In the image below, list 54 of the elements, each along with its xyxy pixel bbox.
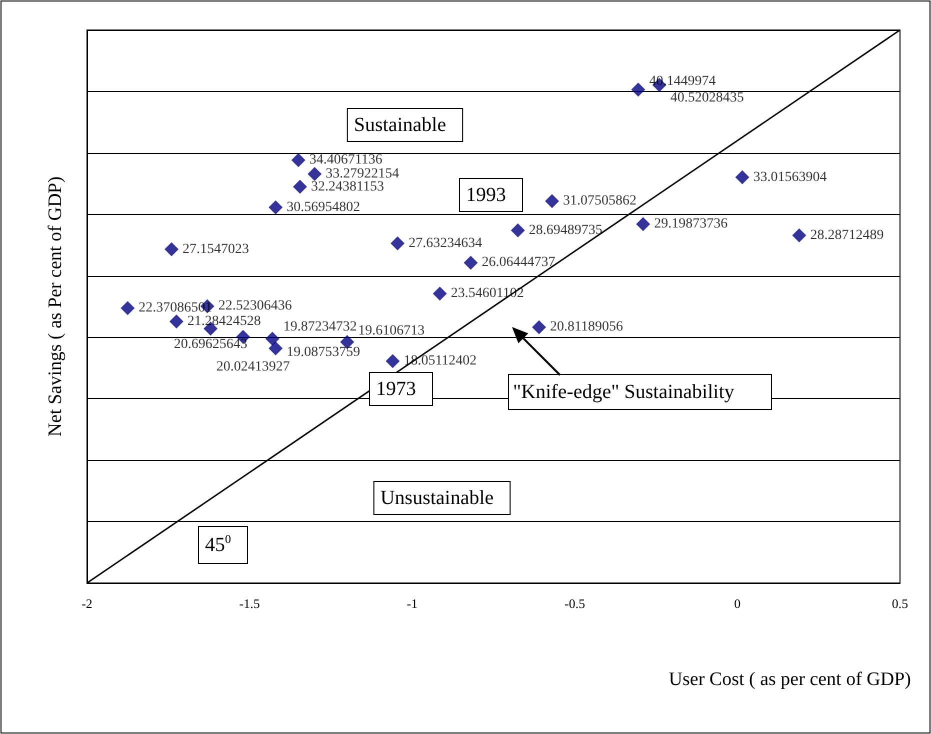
x-tick-label: -1.5 xyxy=(239,596,260,611)
x-axis-title: User Cost ( as per cent of GDP) xyxy=(668,669,912,690)
point xyxy=(464,256,478,270)
point xyxy=(169,314,184,328)
point xyxy=(636,217,650,232)
data-label: 28.69489735 xyxy=(528,222,602,238)
data-label: 26.06444737 xyxy=(482,255,556,270)
data-label: 22.52306436 xyxy=(218,298,292,314)
point xyxy=(545,194,560,208)
point xyxy=(265,332,280,346)
point xyxy=(532,320,546,334)
data-label: 20.02413927 xyxy=(216,359,290,374)
data-label: 21.28424528 xyxy=(187,314,261,329)
data-label: 20.69625643 xyxy=(174,337,248,352)
point xyxy=(390,236,405,250)
point xyxy=(386,354,400,368)
point xyxy=(268,200,283,214)
x-tick-label: -0.5 xyxy=(564,596,586,611)
data-label: 33.27922154 xyxy=(326,166,400,182)
x-tick-label: 0.5 xyxy=(892,596,908,611)
point xyxy=(293,180,308,194)
data-label: 27.63234634 xyxy=(408,236,482,251)
x-tick-label: -2 xyxy=(82,596,92,611)
annotation: "Knife-edge" Sustainability xyxy=(513,381,734,403)
point xyxy=(308,167,322,182)
point xyxy=(432,286,447,301)
data-label: 30.56954802 xyxy=(286,200,360,215)
data-label: 19.08753759 xyxy=(286,344,360,360)
point xyxy=(510,223,525,238)
point xyxy=(291,153,306,168)
data-label: 19.87234732 xyxy=(283,319,357,334)
annotation: Sustainable xyxy=(354,114,446,136)
data-label: 19.6106713 xyxy=(358,324,425,339)
point xyxy=(792,228,806,242)
point xyxy=(735,170,750,184)
y-axis-title: Net Savings ( as Per cent of GDP) xyxy=(45,176,66,437)
annotation: Unsustainable xyxy=(380,487,494,509)
data-label: 27.1547023 xyxy=(182,242,250,257)
point xyxy=(268,341,283,356)
x-tick-label: -1 xyxy=(406,596,418,611)
point xyxy=(631,82,646,97)
annotation: 1973 xyxy=(376,378,416,400)
data-label: 34.40671136 xyxy=(309,152,382,168)
point xyxy=(120,301,135,316)
data-label: 32.24381153 xyxy=(311,179,384,194)
x-tick-label: 0 xyxy=(734,596,741,611)
data-label: 33.01563904 xyxy=(753,170,827,185)
data-label: 28.28712489 xyxy=(810,228,884,243)
data-label: 31.07505862 xyxy=(563,194,637,209)
annotation: 1993 xyxy=(466,184,506,206)
data-label: 29.19873736 xyxy=(654,216,728,232)
data-label: 20.81189056 xyxy=(550,320,624,335)
point xyxy=(164,242,179,256)
data-label: 40.52028435 xyxy=(670,90,744,106)
